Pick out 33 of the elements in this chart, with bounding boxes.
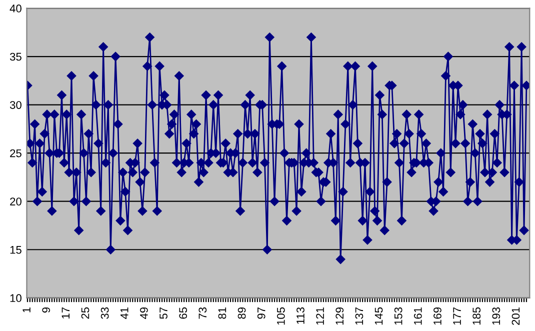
y-tick-label: 15: [10, 246, 22, 254]
y-tick-label: 20: [10, 198, 22, 206]
y-tick-label: 10: [10, 294, 22, 302]
x-tick-label: 9: [42, 307, 50, 313]
x-tick-label: 1: [22, 307, 30, 312]
y-tick-label: 25: [10, 149, 22, 158]
x-tick-label: 89: [238, 307, 246, 319]
x-tick-label: 161: [414, 307, 422, 325]
x-tick-label: 33: [100, 307, 109, 319]
x-tick-label: 129: [336, 307, 344, 325]
y-tick-label: 30: [10, 101, 22, 109]
x-tick-label: 97: [257, 307, 266, 319]
x-tick-label: 105: [276, 307, 285, 325]
x-tick-label: 185: [472, 307, 481, 325]
y-tick-label: 40: [10, 4, 22, 12]
x-tick-label: 17: [62, 307, 70, 318]
x-tick-label: 153: [394, 307, 402, 325]
x-tick-label: 177: [453, 307, 461, 325]
x-tick-label: 137: [355, 307, 364, 325]
x-tick-label: 81: [218, 307, 226, 319]
x-tick-label: 121: [316, 307, 324, 325]
x-tick-label: 193: [492, 307, 500, 325]
x-tick-label: 145: [374, 307, 383, 325]
x-tick-label: 65: [179, 307, 188, 319]
x-tick-label: 41: [120, 307, 128, 320]
x-tick-label: 25: [81, 307, 90, 319]
x-tick-label: 201: [512, 307, 520, 325]
y-tick-label: 35: [10, 52, 22, 61]
x-tick-label: 73: [198, 307, 207, 319]
x-tick-label: 169: [434, 307, 442, 325]
x-tick-label: 57: [160, 307, 168, 319]
x-tick-label: 113: [296, 307, 304, 324]
x-tick-label: 49: [140, 307, 148, 320]
